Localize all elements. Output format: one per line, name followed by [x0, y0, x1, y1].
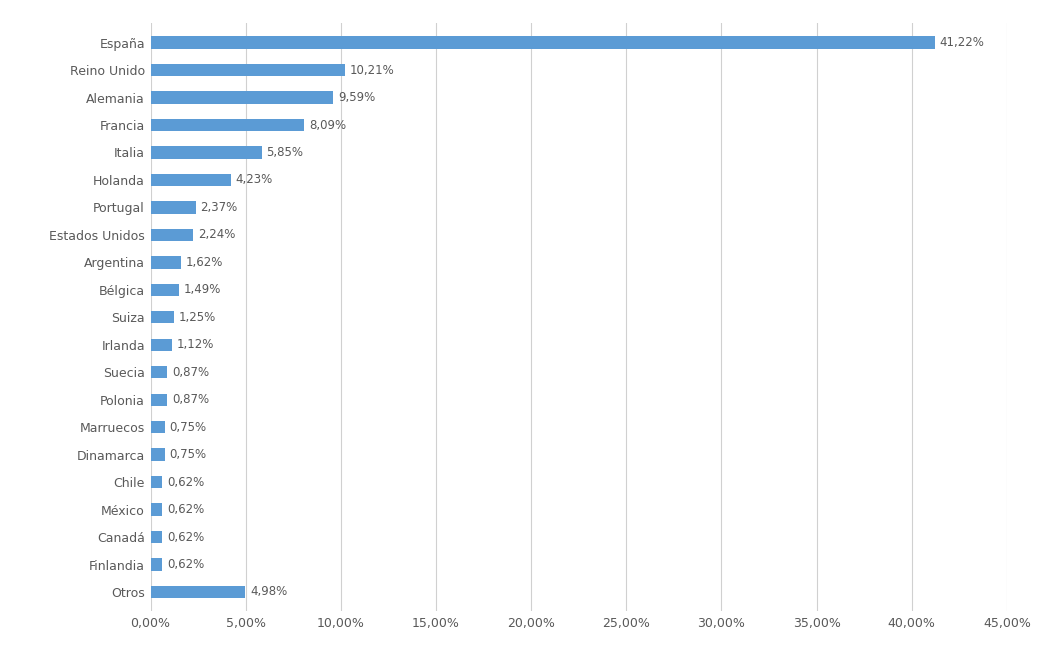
- Text: 0,75%: 0,75%: [169, 421, 207, 434]
- Bar: [151, 228, 193, 241]
- Bar: [151, 339, 172, 351]
- Text: 5,85%: 5,85%: [267, 146, 303, 159]
- Bar: [151, 476, 162, 488]
- Bar: [151, 119, 304, 131]
- Bar: [151, 174, 231, 186]
- Text: 0,87%: 0,87%: [172, 393, 209, 406]
- Bar: [151, 64, 345, 76]
- Text: 41,22%: 41,22%: [939, 36, 985, 49]
- Text: 8,09%: 8,09%: [309, 118, 347, 132]
- Bar: [151, 393, 167, 406]
- Bar: [151, 504, 162, 516]
- Text: 1,25%: 1,25%: [180, 311, 216, 324]
- Bar: [151, 531, 162, 543]
- Bar: [151, 92, 333, 104]
- Text: 0,62%: 0,62%: [167, 530, 204, 544]
- Text: 4,23%: 4,23%: [236, 174, 273, 186]
- Text: 1,12%: 1,12%: [176, 338, 214, 351]
- Bar: [151, 558, 162, 570]
- Bar: [151, 201, 195, 214]
- Text: 1,62%: 1,62%: [186, 256, 223, 269]
- Bar: [151, 284, 179, 296]
- Text: 0,75%: 0,75%: [169, 448, 207, 461]
- Bar: [151, 421, 165, 434]
- Text: 4,98%: 4,98%: [250, 585, 288, 599]
- Text: 9,59%: 9,59%: [337, 91, 375, 104]
- Text: 2,24%: 2,24%: [198, 228, 236, 241]
- Text: 2,37%: 2,37%: [200, 201, 238, 214]
- Bar: [151, 448, 165, 461]
- Text: 10,21%: 10,21%: [350, 63, 394, 77]
- Bar: [151, 586, 245, 598]
- Text: 0,62%: 0,62%: [167, 503, 204, 516]
- Bar: [151, 311, 174, 323]
- Bar: [151, 37, 935, 49]
- Text: 0,62%: 0,62%: [167, 476, 204, 488]
- Bar: [151, 366, 167, 378]
- Text: 0,87%: 0,87%: [172, 366, 209, 379]
- Bar: [151, 146, 262, 159]
- Text: 1,49%: 1,49%: [184, 283, 221, 297]
- Bar: [151, 257, 182, 269]
- Text: 0,62%: 0,62%: [167, 558, 204, 571]
